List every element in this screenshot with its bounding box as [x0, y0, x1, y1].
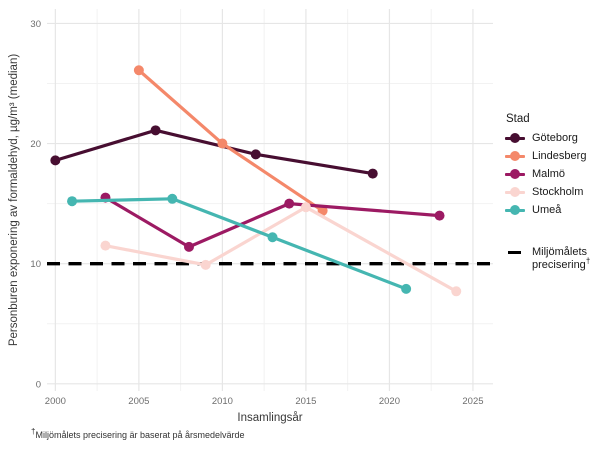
- reference-line-label: Miljömålets precisering†: [532, 246, 591, 271]
- data-point-goteborg: [250, 149, 261, 160]
- series-line-umea: [70, 197, 408, 291]
- data-point-goteborg: [50, 155, 61, 166]
- footnote: †Miljömålets precisering är baserat på å…: [31, 427, 245, 441]
- data-point-stockholm: [300, 202, 311, 213]
- data-point-malmo: [284, 198, 295, 209]
- data-point-lindesberg: [133, 65, 144, 76]
- legend-label: Göteborg: [532, 132, 578, 144]
- legend-item-goteborg: Göteborg: [505, 132, 600, 144]
- y-tick-label: 0: [36, 379, 41, 390]
- data-point-lindesberg: [217, 138, 228, 149]
- data-point-goteborg: [150, 125, 161, 136]
- legend: Stad Göteborg Lindesberg Malmö Stockholm Ume…: [505, 113, 600, 271]
- data-point-malmo: [183, 241, 194, 252]
- series-line-goteborg: [53, 128, 375, 176]
- x-tick-label: 2000: [45, 396, 66, 407]
- series-line-stockholm: [103, 205, 458, 293]
- dashed-line-key-icon: [505, 246, 525, 258]
- data-point-stockholm: [200, 259, 211, 270]
- x-tick-label: 2020: [379, 396, 400, 407]
- y-axis-title: Personburen exponering av formaldehyd, µ…: [8, 53, 20, 347]
- x-tick-label: 2015: [295, 396, 316, 407]
- x-tick-label: 2025: [462, 396, 483, 407]
- data-point-umea: [167, 193, 178, 204]
- legend-items: Göteborg Lindesberg Malmö Stockholm Umeå: [505, 132, 600, 216]
- legend-key-icon: [505, 204, 525, 216]
- data-point-umea: [67, 196, 78, 207]
- legend-key-icon: [505, 168, 525, 180]
- data-point-stockholm: [100, 240, 111, 251]
- data-point-stockholm: [451, 286, 462, 297]
- x-axis-title: Insamlingsår: [237, 412, 303, 424]
- legend-label: Malmö: [532, 168, 566, 180]
- legend-item-stockholm: Stockholm: [505, 186, 600, 198]
- legend-item-lindesberg: Lindesberg: [505, 150, 600, 162]
- reference-line-legend: Miljömålets precisering†: [505, 246, 600, 271]
- y-tick-label: 20: [30, 139, 41, 150]
- legend-label: Umeå: [532, 204, 562, 216]
- legend-title: Stad: [506, 113, 530, 125]
- data-point-malmo: [434, 210, 445, 221]
- x-tick-label: 2010: [212, 396, 233, 407]
- legend-key-icon: [505, 132, 525, 144]
- x-tick-label: 2005: [128, 396, 149, 407]
- y-tick-label: 30: [30, 19, 41, 30]
- data-point-lindesberg: [317, 205, 328, 216]
- legend-item-umea: Umeå: [505, 204, 600, 216]
- data-point-umea: [267, 232, 278, 243]
- legend-key-icon: [505, 186, 525, 198]
- legend-item-malmo: Malmö: [505, 168, 600, 180]
- legend-label: Stockholm: [532, 186, 584, 198]
- series-line-lindesberg: [137, 68, 325, 213]
- legend-key-icon: [505, 150, 525, 162]
- y-tick-label: 10: [30, 259, 41, 270]
- data-point-goteborg: [367, 168, 378, 179]
- legend-label: Lindesberg: [532, 150, 587, 162]
- data-point-umea: [401, 283, 412, 294]
